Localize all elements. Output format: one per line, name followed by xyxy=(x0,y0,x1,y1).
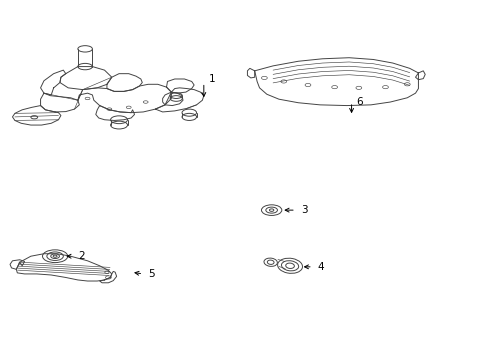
Text: 3: 3 xyxy=(301,205,307,215)
Text: 6: 6 xyxy=(356,97,363,107)
Text: 2: 2 xyxy=(78,251,84,261)
Text: 1: 1 xyxy=(209,74,215,84)
Text: 5: 5 xyxy=(148,269,155,279)
Text: 4: 4 xyxy=(318,262,324,272)
